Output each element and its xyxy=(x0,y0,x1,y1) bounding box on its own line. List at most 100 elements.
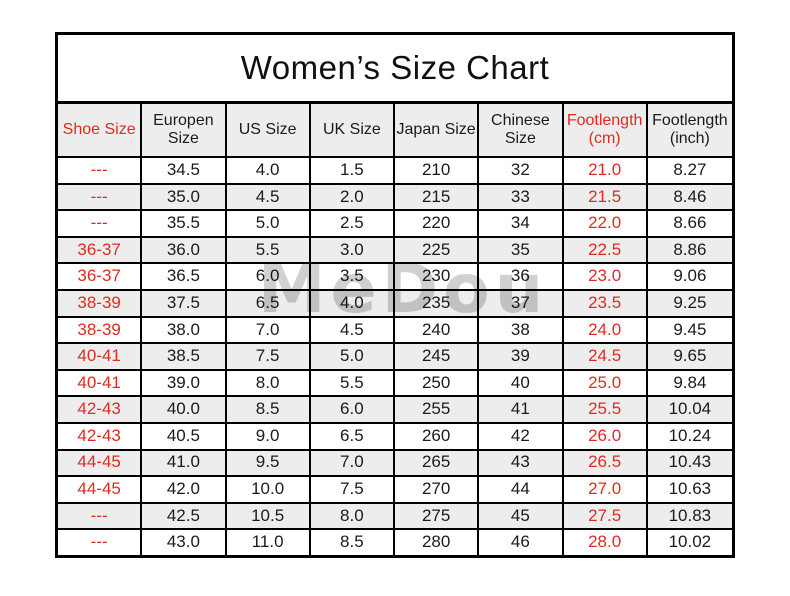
table-cell: 4.5 xyxy=(311,317,395,343)
table-cell: 24.5 xyxy=(564,344,648,369)
column-header: Chinese Size xyxy=(479,104,564,156)
table-row: --- 34.5 4.0 1.5 210 32 21.0 8.27 xyxy=(58,158,732,185)
table-cell: 8.27 xyxy=(673,159,707,179)
table-cell: 35.5 xyxy=(142,211,227,236)
table-cell: 38.5 xyxy=(142,344,227,369)
table-cell: 225 xyxy=(395,237,480,263)
table-cell: 280 xyxy=(395,530,480,555)
table-cell: 36.5 xyxy=(142,264,227,289)
table-cell: 7.0 xyxy=(311,450,395,476)
table-row: 36-37 36.0 5.5 3.0 225 35 22.5 8.86 xyxy=(58,237,732,265)
table-row: --- 35.0 4.5 2.0 215 33 21.5 8.46 xyxy=(58,184,732,212)
table-cell: 9.25 xyxy=(673,292,707,312)
table-cell: 210 xyxy=(395,158,480,183)
table-cell: 28.0 xyxy=(564,530,648,555)
table-cell: 4.5 xyxy=(227,184,311,210)
table-header-row: Shoe Size Europen Size US Size UK Size Japan… xyxy=(58,104,732,158)
table-cell: 4.0 xyxy=(311,290,395,316)
table-cell: 38 xyxy=(479,317,564,343)
chart-title: Women’s Size Chart xyxy=(58,35,732,104)
table-row: 40-41 38.5 7.5 5.0 245 39 24.5 9.65 xyxy=(58,344,732,371)
table-cell: 6.5 xyxy=(227,290,311,316)
table-cell: 260 xyxy=(395,423,480,449)
table-cell: 21.0 xyxy=(564,158,648,183)
table-row: 38-39 37.5 6.5 4.0 235 37 23.5 9.25 xyxy=(58,290,732,318)
table-cell: 8.5 xyxy=(311,530,395,555)
table-cell: 33 xyxy=(479,184,564,210)
table-cell: 24.0 xyxy=(564,317,648,343)
table-cell: 35.0 xyxy=(142,184,227,210)
table-cell: 10.24 xyxy=(668,425,712,445)
table-body: --- 34.5 4.0 1.5 210 32 21.0 8.27 --- 35.0 4.5 2.0 2… xyxy=(58,158,732,555)
table-row: --- 42.5 10.5 8.0 275 45 27.5 10.83 xyxy=(58,503,732,531)
table-cell: 40 xyxy=(479,370,564,396)
table-cell: 40.0 xyxy=(142,397,227,422)
table-cell: 10.5 xyxy=(227,503,311,529)
table-cell: 240 xyxy=(395,317,480,343)
table-cell: 2.5 xyxy=(311,211,395,236)
table-cell: 275 xyxy=(395,503,480,529)
table-cell: --- xyxy=(58,530,143,555)
table-cell: 34 xyxy=(479,211,564,236)
table-cell: 220 xyxy=(395,211,480,236)
table-cell: 43 xyxy=(479,450,564,476)
table-cell: 44-45 xyxy=(58,477,143,502)
table-cell: 3.0 xyxy=(311,237,395,263)
table-cell: 38.0 xyxy=(142,317,227,343)
table-cell: 10.83 xyxy=(668,505,712,525)
table-cell: 10.02 xyxy=(668,532,712,552)
table-cell: 10.0 xyxy=(227,477,311,502)
table-cell: 41.0 xyxy=(142,450,227,476)
table-cell: 44 xyxy=(479,477,564,502)
table-cell: 9.45 xyxy=(673,319,707,339)
table-cell: 23.0 xyxy=(564,264,648,289)
column-header: Footlength (cm) xyxy=(564,104,648,156)
table-cell: 41 xyxy=(479,397,564,422)
table-cell: 6.0 xyxy=(227,264,311,289)
table-cell: 8.0 xyxy=(311,503,395,529)
table-cell: 36-37 xyxy=(58,264,143,289)
table-cell: 7.5 xyxy=(227,344,311,369)
table-cell: 25.5 xyxy=(564,397,648,422)
table-cell: 245 xyxy=(395,344,480,369)
table-cell: 37 xyxy=(479,290,564,316)
table-cell: 9.06 xyxy=(673,266,707,286)
table-cell: 42-43 xyxy=(58,397,143,422)
column-header: US Size xyxy=(227,104,311,156)
table-cell: 5.5 xyxy=(311,370,395,396)
table-cell: 11.0 xyxy=(227,530,311,555)
table-cell: 9.5 xyxy=(227,450,311,476)
table-cell: 7.5 xyxy=(311,477,395,502)
table-cell: 265 xyxy=(395,450,480,476)
column-header: Footlength (inch) xyxy=(652,111,728,147)
table-cell: 215 xyxy=(395,184,480,210)
table-cell: 3.5 xyxy=(311,264,395,289)
table-cell: 25.0 xyxy=(564,370,648,396)
column-header: Japan Size xyxy=(395,104,480,156)
table-row: 42-43 40.0 8.5 6.0 255 41 25.5 10.04 xyxy=(58,397,732,424)
table-cell: 2.0 xyxy=(311,184,395,210)
table-cell: 42.5 xyxy=(142,503,227,529)
table-cell: 27.0 xyxy=(564,477,648,502)
table-row: 44-45 41.0 9.5 7.0 265 43 26.5 10.43 xyxy=(58,450,732,478)
table-cell: 42 xyxy=(479,423,564,449)
table-cell: 255 xyxy=(395,397,480,422)
table-cell: --- xyxy=(58,503,143,529)
table-cell: 270 xyxy=(395,477,480,502)
table-row: 38-39 38.0 7.0 4.5 240 38 24.0 9.45 xyxy=(58,317,732,345)
table-cell: 37.5 xyxy=(142,290,227,316)
table-row: 40-41 39.0 8.0 5.5 250 40 25.0 9.84 xyxy=(58,370,732,398)
table-cell: 35 xyxy=(479,237,564,263)
table-cell: 8.86 xyxy=(673,239,707,259)
table-cell: 5.0 xyxy=(311,344,395,369)
table-cell: 8.5 xyxy=(227,397,311,422)
column-header: UK Size xyxy=(311,104,395,156)
table-cell: 40-41 xyxy=(58,344,143,369)
table-cell: 8.46 xyxy=(673,186,707,206)
table-cell: 42-43 xyxy=(58,423,143,449)
table-row: 36-37 36.5 6.0 3.5 230 36 23.0 9.06 xyxy=(58,264,732,291)
column-header: Shoe Size xyxy=(58,104,143,156)
table-cell: 10.63 xyxy=(668,479,712,499)
table-cell: 26.5 xyxy=(564,450,648,476)
